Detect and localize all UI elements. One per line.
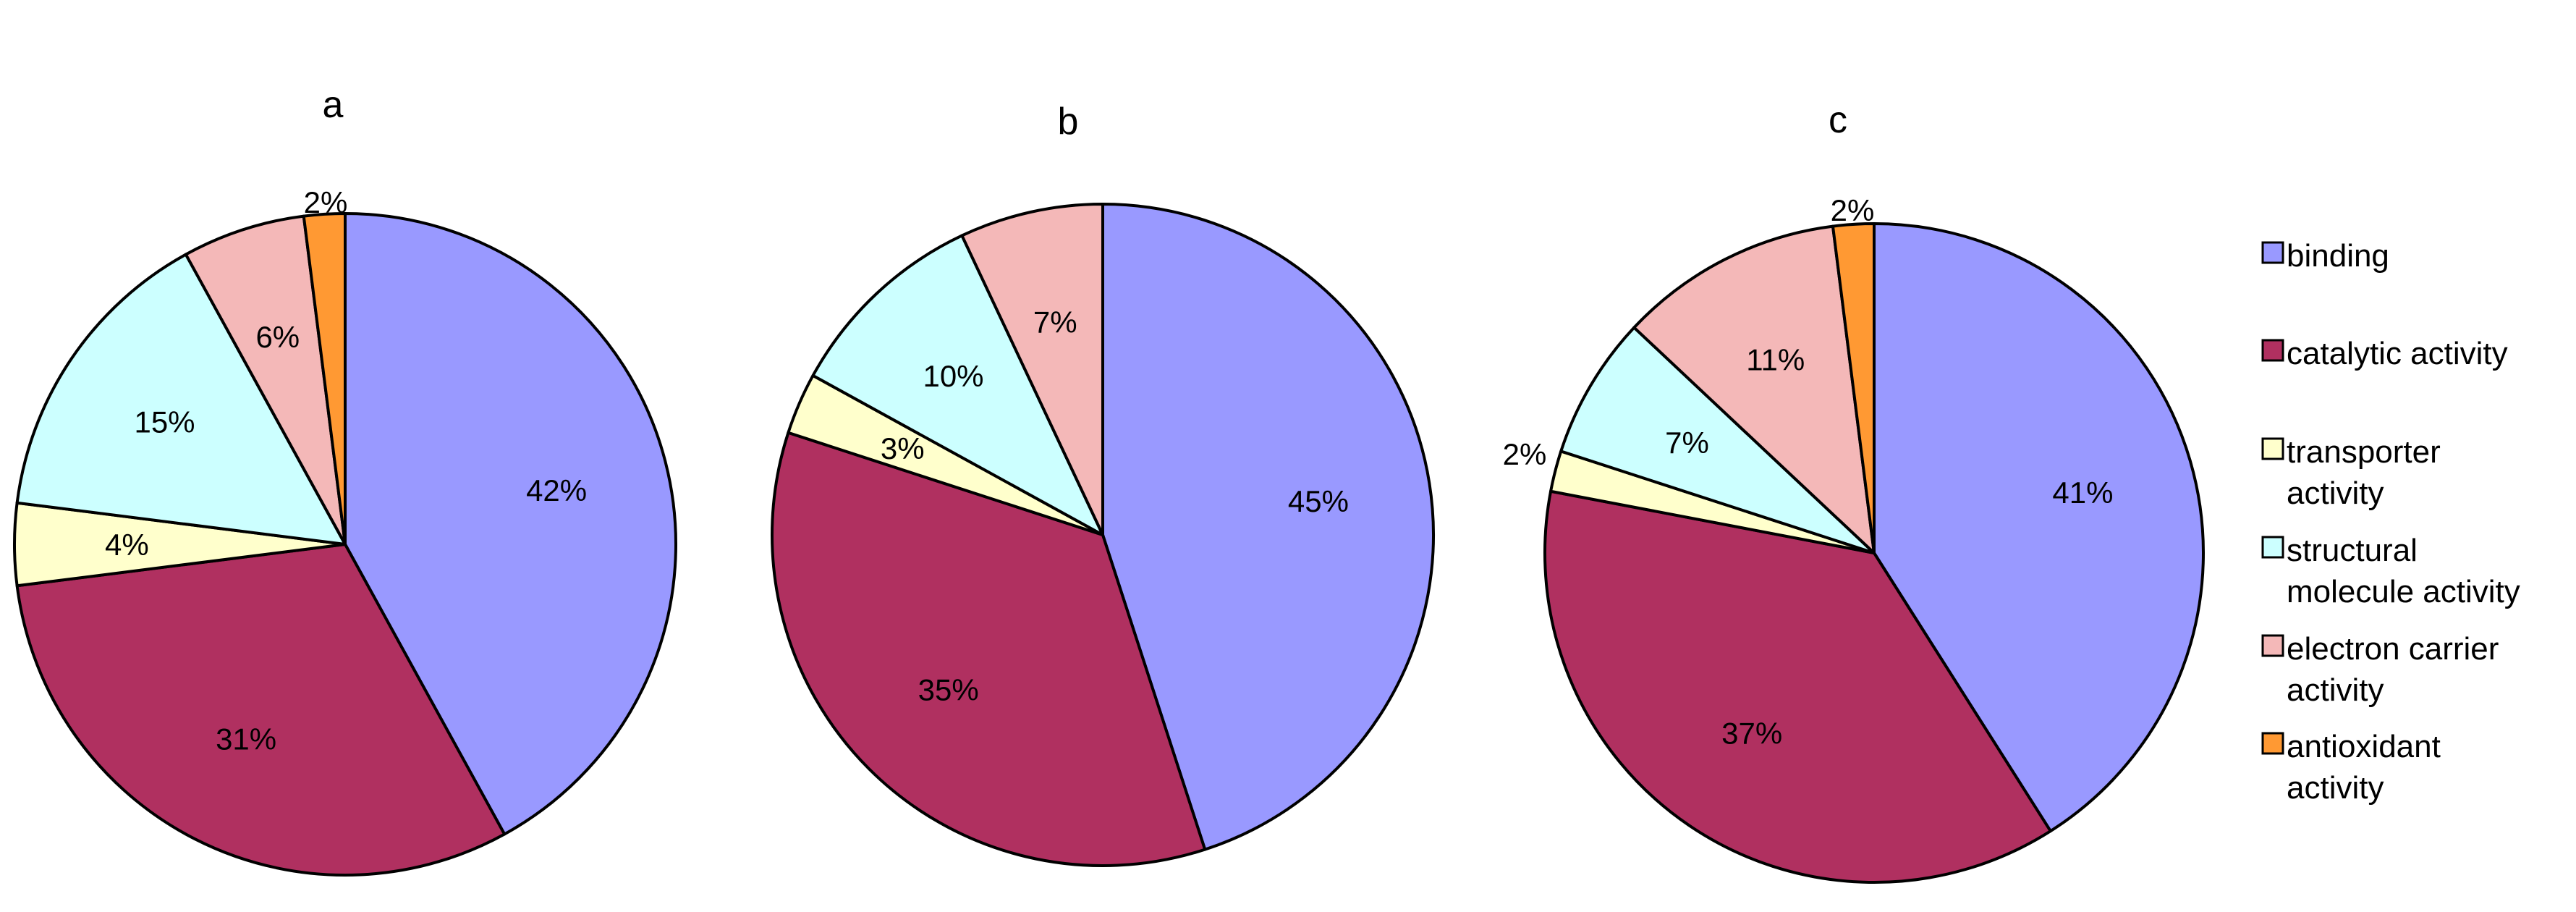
legend-item-structural-molecule-activity: structural molecule activity — [2261, 533, 2520, 609]
pie-slice-structural-molecule-activity — [1559, 326, 1876, 554]
legend-label: activity — [2287, 476, 2384, 511]
slice-label-antioxidant-activity: 2% — [304, 185, 348, 219]
legend-swatch — [2261, 732, 2284, 755]
legend-item-binding: binding — [2261, 238, 2389, 274]
pie-slice-electron-carrier-activity — [1632, 224, 1876, 554]
pie-slice-structural-molecule-activity — [811, 234, 1104, 536]
slice-label-electron-carrier-activity: 6% — [255, 320, 300, 354]
legend-item-catalytic-activity: catalytic activity — [2261, 336, 2508, 371]
legend-label: activity — [2287, 770, 2384, 806]
pie-slice-electron-carrier-activity — [960, 203, 1104, 536]
slice-label-catalytic-activity: 31% — [216, 722, 276, 756]
legend-label: binding — [2287, 238, 2389, 274]
legend-item-antioxidant-activity: antioxidant activity — [2261, 729, 2441, 806]
pie-slice-electron-carrier-activity — [184, 214, 347, 546]
pie-slice-catalytic-activity — [15, 543, 507, 877]
slice-label-catalytic-activity: 35% — [918, 672, 979, 706]
slice-label-antioxidant-activity: 2% — [1831, 193, 1875, 227]
slice-label-electron-carrier-activity: 7% — [1033, 305, 1077, 339]
slice-label-binding: 41% — [2052, 476, 2113, 510]
legend-label: antioxidant — [2287, 729, 2441, 764]
pie-slice-binding — [1873, 222, 2205, 833]
pie-chart-a: a 42% 31% 4% 15% 6% 2% — [13, 84, 677, 877]
legend-label: activity — [2287, 672, 2384, 708]
slice-label-transporter-activity: 2% — [1503, 437, 1547, 471]
slice-label-catalytic-activity: 37% — [1721, 716, 1782, 750]
pie-chart-c: c 41% 37% 2% 7% 11% 2% — [1503, 99, 2205, 884]
legend: binding catalytic activity transporter acti… — [2261, 238, 2520, 806]
legend-swatch — [2261, 339, 2284, 362]
legend-label: structural — [2287, 533, 2418, 568]
pie-slice-catalytic-activity — [1543, 489, 2052, 884]
legend-label: transporter — [2287, 434, 2441, 470]
slice-label-transporter-activity: 4% — [105, 528, 149, 562]
legend-label: catalytic activity — [2287, 336, 2508, 371]
legend-item-electron-carrier-activity: electron carrier activity — [2261, 631, 2499, 708]
legend-swatch — [2261, 437, 2284, 460]
pie-title: b — [1058, 101, 1079, 143]
legend-swatch — [2261, 634, 2284, 657]
legend-swatch — [2261, 241, 2284, 264]
pie-slice-catalytic-activity — [771, 431, 1207, 867]
pie-slice-antioxidant-activity — [1831, 222, 1876, 554]
pie-slice-antioxidant-activity — [302, 211, 347, 546]
pie-slice-structural-molecule-activity — [15, 253, 347, 546]
legend-swatch — [2261, 536, 2284, 559]
slice-label-structural-molecule-activity: 10% — [923, 359, 983, 393]
slice-label-binding: 42% — [526, 473, 587, 507]
pie-slice-binding — [344, 212, 677, 836]
slice-label-binding: 45% — [1288, 484, 1349, 518]
legend-label: molecule activity — [2287, 574, 2520, 609]
pie-slice-binding — [1101, 203, 1435, 851]
slice-label-electron-carrier-activity: 11% — [1746, 342, 1805, 376]
slice-label-structural-molecule-activity: 15% — [134, 405, 195, 439]
legend-label: electron carrier — [2287, 631, 2499, 667]
pie-chart-b: b 45% 35% 3% 10% 7% — [771, 101, 1435, 867]
slice-label-structural-molecule-activity: 7% — [1665, 426, 1709, 460]
slice-label-transporter-activity: 3% — [881, 431, 925, 465]
legend-item-transporter-activity: transporter activity — [2261, 434, 2441, 511]
pie-title: c — [1829, 99, 1847, 141]
pie-title: a — [323, 84, 344, 126]
